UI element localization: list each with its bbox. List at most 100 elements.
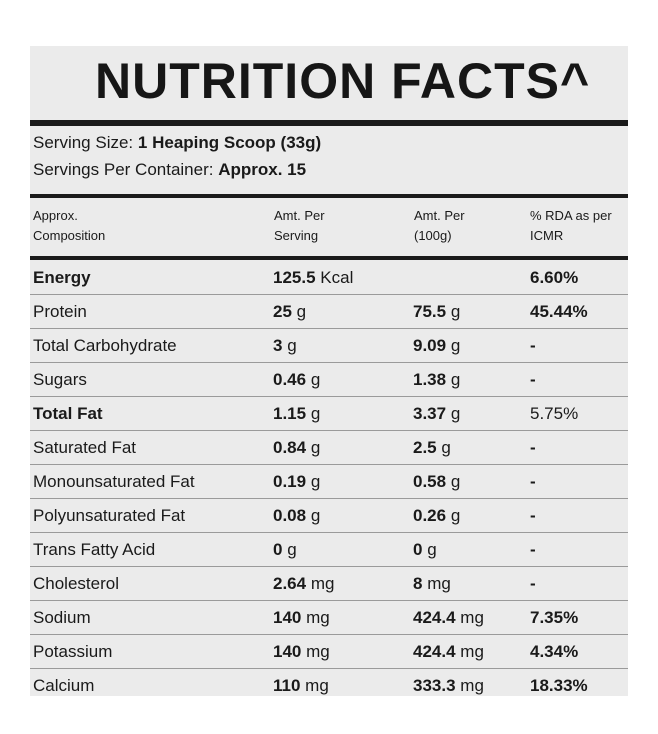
rda-percent: 18.33%	[530, 676, 588, 695]
amount-per-100g: 424.4 mg	[413, 608, 484, 628]
nutrient-name: Calcium	[33, 676, 95, 695]
amount-per-100g-unit: g	[450, 472, 461, 491]
amount-per-serving: 0.84 g	[273, 438, 320, 458]
nutrition-label-panel	[30, 46, 628, 696]
table-row: Sugars 0.46 g 1.38 g-	[30, 363, 628, 397]
rda-percent: 4.34%	[530, 642, 579, 661]
amount-per-serving-unit: g	[310, 438, 321, 457]
rda-percent: -	[530, 336, 536, 355]
serving-size: Serving Size: 1 Heaping Scoop (33g)	[33, 133, 321, 153]
header-per-serving-line1: Amt. Per	[274, 208, 325, 223]
amount-per-serving-value: 140	[273, 608, 302, 627]
amount-per-100g: 1.38 g	[413, 370, 460, 390]
rda-percent: -	[530, 370, 536, 389]
nutrient-name: Trans Fatty Acid	[33, 540, 156, 559]
amount-per-serving-unit: mg	[310, 574, 335, 593]
amount-per-100g-value: 333.3	[413, 676, 456, 695]
amount-per-serving: 3 g	[273, 336, 297, 356]
header-rda: % RDA as per ICMR	[530, 206, 612, 246]
amount-per-100g-value: 424.4	[413, 642, 456, 661]
header-per-serving: Amt. Per Serving	[274, 206, 325, 246]
table-row: Energy 125.5 Kcal 6.60%	[30, 261, 628, 295]
amount-per-100g-unit: mg	[427, 574, 451, 593]
amount-per-100g: 2.5 g	[413, 438, 451, 458]
table-row: Cholesterol 2.64 mg 8 mg -	[30, 567, 628, 601]
amount-per-100g: 424.4 mg	[413, 642, 484, 662]
nutrient-name: Total Fat	[33, 404, 103, 423]
amount-per-100g-unit: g	[450, 506, 461, 525]
amount-per-100g: 333.3 mg	[413, 676, 484, 696]
servings-per-container: Servings Per Container: Approx. 15	[33, 160, 306, 180]
header-per-100g: Amt. Per (100g)	[414, 206, 465, 246]
header-per-100g-line2: (100g)	[414, 228, 452, 243]
amount-per-serving-unit: mg	[306, 642, 330, 661]
amount-per-serving-value: 2.64	[273, 574, 307, 593]
amount-per-serving: 0.19 g	[273, 472, 320, 492]
amount-per-100g-unit: mg	[460, 642, 484, 661]
nutrient-name: Total Carbohydrate	[33, 336, 177, 355]
amount-per-100g: 8 mg	[413, 574, 451, 594]
nutrient-name: Potassium	[33, 642, 113, 661]
title-divider	[30, 120, 628, 126]
amount-per-100g: 0 g	[413, 540, 437, 560]
serving-size-value: 1 Heaping Scoop (33g)	[137, 133, 322, 152]
rda-percent: -	[530, 472, 536, 491]
amount-per-100g: 9.09 g	[413, 336, 460, 356]
rda-percent: -	[530, 540, 536, 559]
rda-percent: -	[530, 574, 536, 593]
amount-per-serving-value: 0.08	[273, 506, 307, 525]
header-composition: Approx. Composition	[33, 206, 105, 246]
header-per-serving-line2: Serving	[274, 228, 319, 243]
rda-percent: 7.35%	[530, 608, 579, 627]
amount-per-serving: 125.5 Kcal	[273, 268, 353, 288]
amount-per-serving-unit: g	[310, 404, 321, 423]
nutrient-name: Polyunsaturated Fat	[33, 506, 186, 525]
amount-per-serving-value: 110	[273, 676, 301, 695]
table-row: Sodium 140 mg 424.4 mg 7.35%	[30, 601, 628, 635]
table-row: Total Carbohydrate 3 g 9.09 g -	[30, 329, 628, 363]
table-row: Trans Fatty Acid 0 g 0 g -	[30, 533, 628, 567]
amount-per-serving: 25 g	[273, 302, 306, 322]
amount-per-100g: 0.26 g	[413, 506, 460, 526]
amount-per-serving: 110 mg	[273, 676, 329, 696]
amount-per-serving: 140 mg	[273, 608, 330, 628]
amount-per-serving-unit: g	[310, 506, 321, 525]
rda-percent: 6.60%	[530, 268, 579, 287]
amount-per-serving-unit: g	[287, 540, 297, 559]
amount-per-serving: 1.15 g	[273, 404, 320, 424]
amount-per-serving-value: 25	[273, 302, 292, 321]
amount-per-100g: 0.58 g	[413, 472, 460, 492]
amount-per-serving: 2.64 mg	[273, 574, 334, 594]
table-row: Potassium 140 mg 424.4 mg 4.34%	[30, 635, 628, 669]
table-row: Polyunsaturated Fat 0.08 g 0.26 g-	[30, 499, 628, 533]
amount-per-100g: 3.37 g	[413, 404, 460, 424]
rda-percent: 45.44%	[530, 302, 588, 321]
rda-percent: 5.75%	[530, 404, 579, 423]
amount-per-100g-value: 3.37	[413, 404, 447, 423]
nutrient-name: Saturated Fat	[33, 438, 137, 457]
header-per-100g-line1: Amt. Per	[414, 208, 465, 223]
servings-per-container-label: Servings Per Container:	[33, 160, 214, 179]
amount-per-100g-value: 2.5	[413, 438, 437, 457]
table-row: Protein 25 g 75.5 g 45.44%	[30, 295, 628, 329]
table-row: Saturated Fat 0.84 g 2.5 g-	[30, 431, 628, 465]
amount-per-serving-value: 140	[273, 642, 302, 661]
table-row: Calcium 110 mg 333.3 mg 18.33%	[30, 669, 628, 702]
servings-per-container-value: Approx. 15	[218, 160, 307, 179]
amount-per-serving-value: 3	[273, 336, 283, 355]
amount-per-serving: 0.08 g	[273, 506, 320, 526]
header-divider	[30, 256, 628, 260]
amount-per-serving-unit: mg	[306, 608, 330, 627]
header-composition-line1: Approx.	[33, 208, 78, 223]
amount-per-serving-value: 0.46	[273, 370, 307, 389]
amount-per-100g-value: 1.38	[413, 370, 447, 389]
header-rda-line2: ICMR	[530, 228, 564, 243]
amount-per-100g-value: 8	[413, 574, 423, 593]
amount-per-serving-value: 0.19	[273, 472, 307, 491]
amount-per-100g-unit: g	[427, 540, 437, 559]
amount-per-serving-unit: mg	[305, 676, 329, 695]
amount-per-100g-unit: g	[450, 302, 461, 321]
amount-per-serving: 0 g	[273, 540, 297, 560]
nutrient-name: Cholesterol	[33, 574, 119, 593]
amount-per-100g-unit: g	[441, 438, 451, 457]
